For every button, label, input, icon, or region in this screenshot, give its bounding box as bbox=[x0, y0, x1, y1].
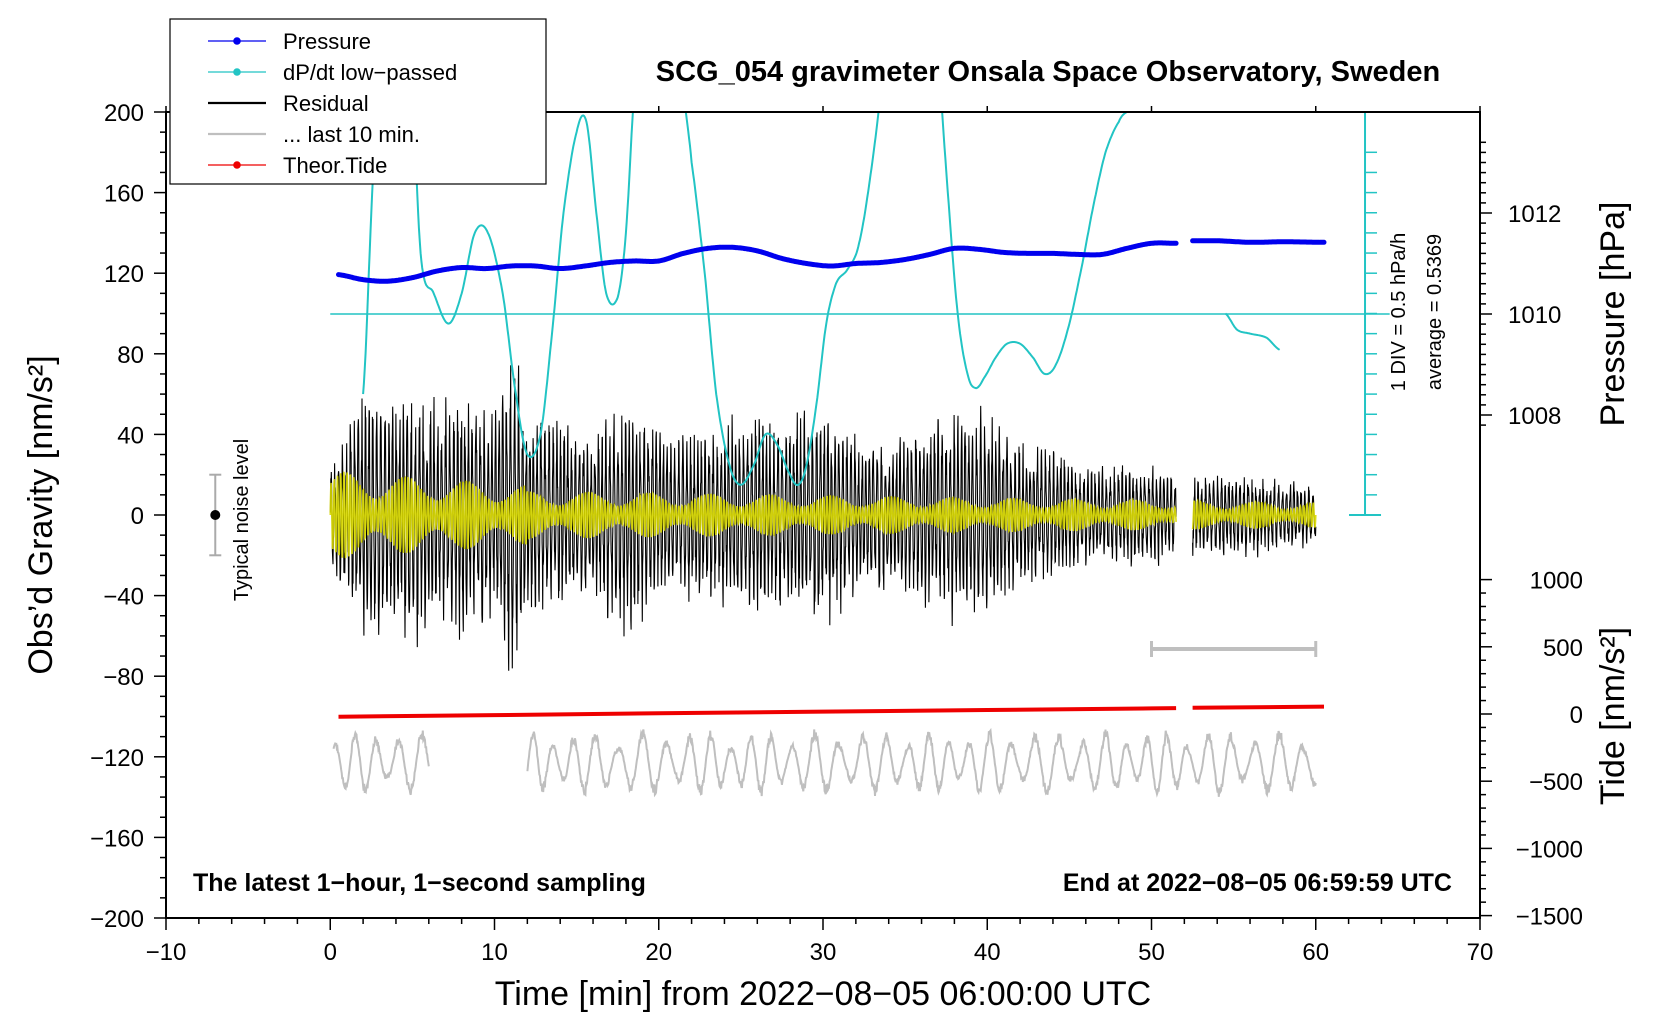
y-tick-label: −80 bbox=[103, 664, 144, 691]
tide-tick-label: −1500 bbox=[1516, 904, 1583, 931]
legend-label: Theor.Tide bbox=[283, 153, 387, 178]
legend-box bbox=[169, 18, 547, 185]
legend-label: dP/dt low−passed bbox=[283, 60, 457, 85]
x-tick-label: 50 bbox=[1138, 939, 1165, 966]
y-tick-label: 0 bbox=[131, 503, 144, 530]
y-tick-label: −120 bbox=[90, 745, 144, 772]
legend-label: Pressure bbox=[283, 29, 371, 54]
y-tick-label: −40 bbox=[103, 584, 144, 611]
legend: Pressure dP/dt low−passed Residual ... last… bbox=[169, 18, 547, 185]
last10-line bbox=[332, 730, 430, 796]
tide-tick-label: −1000 bbox=[1516, 836, 1583, 863]
residual-line bbox=[1192, 475, 1317, 558]
x-tick-label: 20 bbox=[645, 939, 672, 966]
y-axis-label: Obs’d Gravity [nm/s²] bbox=[22, 355, 60, 674]
legend-marker bbox=[233, 68, 241, 76]
dpdt-line bbox=[362, 112, 1128, 487]
pressure-axis-label: Pressure [hPa] bbox=[1594, 202, 1632, 427]
x-tick-label: 0 bbox=[324, 939, 337, 966]
pressure-line bbox=[1190, 238, 1327, 245]
last10-line bbox=[526, 727, 1317, 798]
residual-line bbox=[329, 365, 1177, 671]
x-tick-label: 60 bbox=[1302, 939, 1329, 966]
x-tick-label: −10 bbox=[146, 939, 187, 966]
pressure-tick-label: 1012 bbox=[1508, 201, 1561, 228]
noise-label: Typical noise level bbox=[231, 439, 253, 601]
legend-marker bbox=[233, 37, 241, 45]
pressure-tick-label: 1008 bbox=[1508, 403, 1561, 430]
y-tick-label: 160 bbox=[104, 181, 144, 208]
y-tick-label: −160 bbox=[90, 825, 144, 852]
y-tick-label: 200 bbox=[104, 100, 144, 127]
tide-tick-label: 500 bbox=[1543, 635, 1583, 662]
x-tick-label: 10 bbox=[481, 939, 508, 966]
dpdt-scale-label: 1 DIV = 0.5 hPa/h bbox=[1388, 233, 1410, 391]
pressure-line bbox=[336, 240, 1179, 284]
sampling-note: The latest 1−hour, 1−second sampling bbox=[193, 869, 646, 897]
legend-marker bbox=[233, 161, 241, 169]
residual-filtered-line bbox=[329, 471, 1177, 559]
series-layer bbox=[209, 112, 1390, 798]
y-tick-label: 120 bbox=[104, 261, 144, 288]
y-tick-label: 40 bbox=[117, 422, 144, 449]
noise-dot bbox=[210, 510, 221, 520]
x-tick-label: 40 bbox=[974, 939, 1001, 966]
plot-frame bbox=[154, 106, 1492, 930]
dpdt-average-label: average = 0.5369 bbox=[1424, 234, 1446, 390]
end-time-note: End at 2022−08−05 06:59:59 UTC bbox=[1063, 869, 1452, 897]
text-layer: −10 0 10 20 30 40 50 60 70 200 160 120 80 40 0 −40 −80 −1… bbox=[22, 56, 1632, 1013]
chart-title: SCG_054 gravimeter Onsala Space Observat… bbox=[656, 56, 1440, 88]
legend-label: ... last 10 min. bbox=[283, 122, 420, 147]
tide-line bbox=[338, 706, 1177, 719]
tide-tick-label: 1000 bbox=[1530, 568, 1583, 595]
x-tick-label: 30 bbox=[810, 939, 837, 966]
y-tick-label: 80 bbox=[117, 342, 144, 369]
tide-axis-label: Tide [nm/s²] bbox=[1594, 627, 1632, 805]
pressure-tick-label: 1010 bbox=[1508, 302, 1561, 329]
tide-tick-label: −500 bbox=[1529, 769, 1583, 796]
tide-line bbox=[1192, 704, 1325, 710]
tide-tick-label: 0 bbox=[1570, 702, 1583, 729]
x-tick-label: 70 bbox=[1467, 939, 1494, 966]
residual-filtered-line bbox=[1191, 498, 1317, 530]
y-tick-label: −200 bbox=[90, 906, 144, 933]
x-axis-label: Time [min] from 2022−08−05 06:00:00 UTC bbox=[495, 975, 1151, 1013]
dpdt-tail-line bbox=[1224, 312, 1281, 351]
legend-label: Residual bbox=[283, 91, 369, 116]
